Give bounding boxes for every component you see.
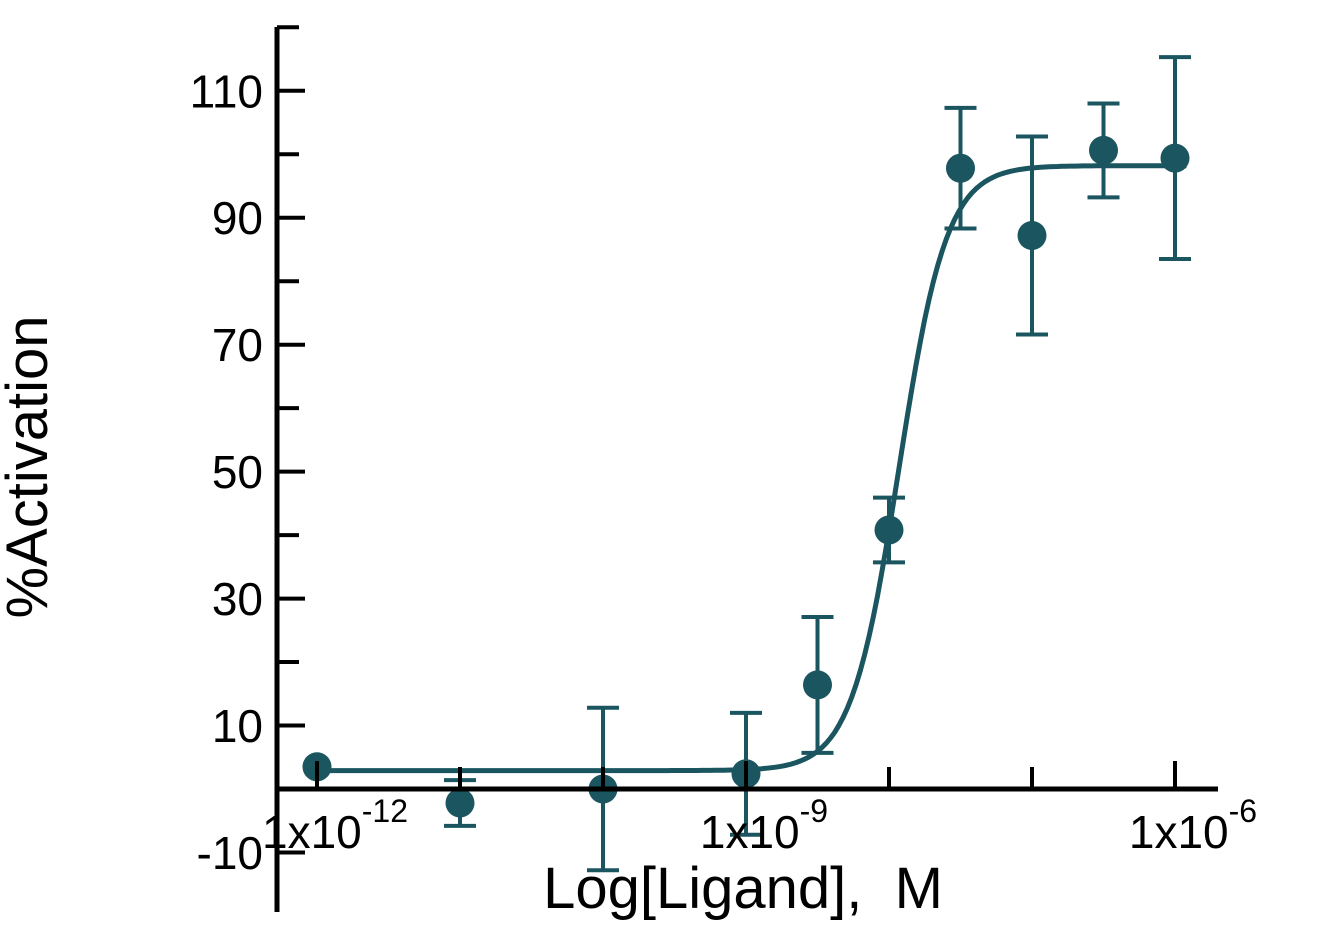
data-point	[1017, 221, 1047, 250]
x-axis-title: Log[Ligand], M	[543, 856, 943, 921]
error-bars-layer	[444, 55, 1191, 873]
x-tick-label: 1x10-9	[700, 793, 828, 858]
data-point	[874, 515, 904, 545]
y-tick-label: -10	[197, 827, 263, 879]
y-axis-title: %Activation	[0, 315, 60, 619]
data-point	[1089, 135, 1118, 165]
data-point	[1160, 143, 1190, 173]
x-tick-label: 1x10-12	[262, 793, 408, 858]
x-tick-exponent: -12	[362, 793, 408, 829]
x-tick-label: 1x10-6	[1129, 793, 1257, 858]
tick-labels-layer: 110 90 70 50 30 10 -10 1x10-12 1x10-9 1x10-6	[190, 65, 1257, 879]
y-tick-label: 30	[212, 573, 263, 625]
y-tick-label: 50	[212, 446, 263, 498]
data-point	[445, 788, 475, 818]
x-tick-exponent: -6	[1229, 793, 1257, 829]
y-tick-label: 70	[212, 319, 263, 371]
y-tick-label: 110	[190, 65, 263, 117]
y-tick-label: 90	[212, 192, 263, 244]
data-point	[803, 670, 832, 700]
data-point	[946, 153, 975, 183]
x-tick-exponent: -9	[800, 793, 828, 829]
axes-layer	[274, 25, 1218, 912]
fit-curve	[319, 163, 1187, 774]
fit-curve-layer	[319, 163, 1187, 774]
y-tick-label: 10	[212, 700, 263, 752]
